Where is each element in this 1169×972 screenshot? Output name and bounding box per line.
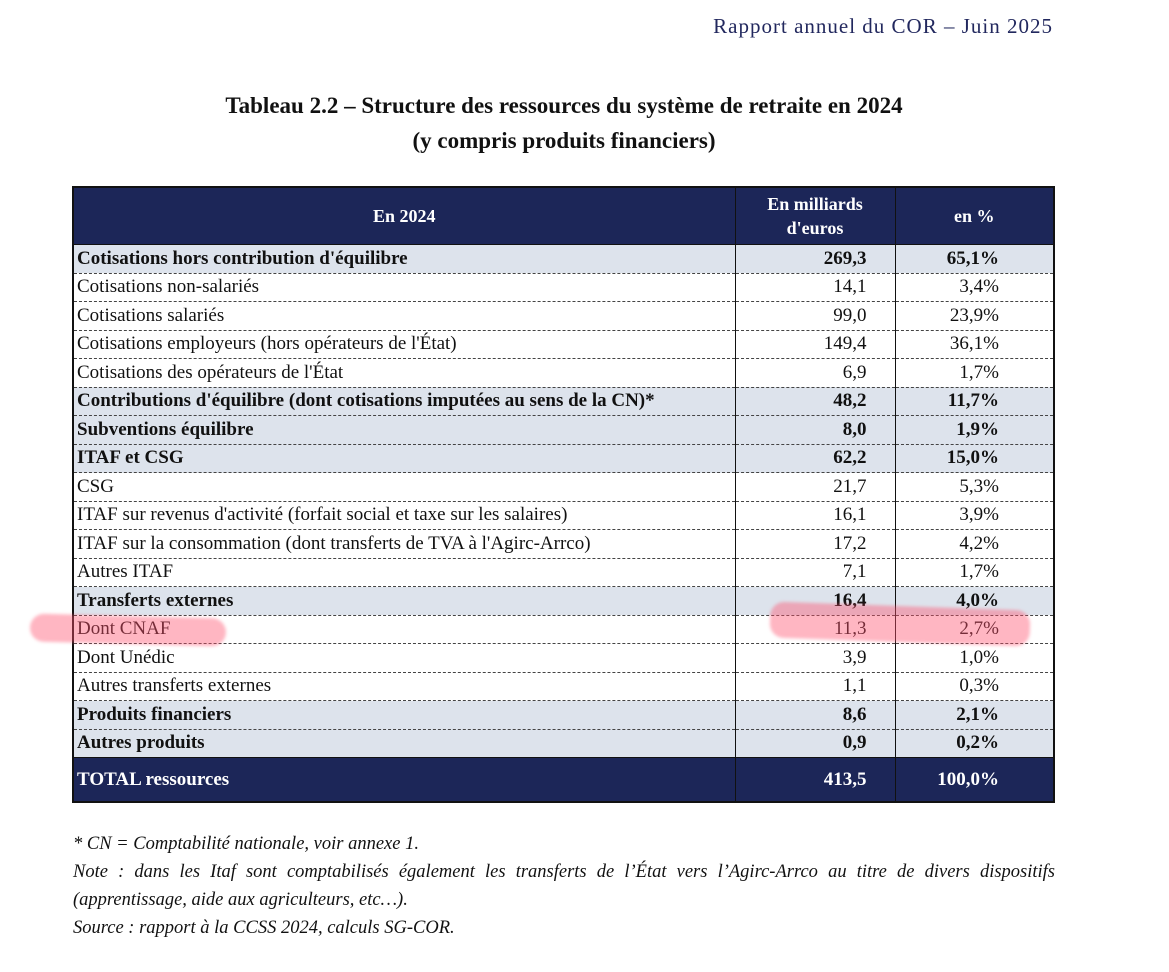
amount: 8,6 (734, 700, 896, 730)
table-row: Produits financiers 8,6 2,1% (72, 700, 1055, 730)
row-label: Produits financiers (72, 700, 736, 730)
row-label: Contributions d'équilibre (dont cotisati… (72, 387, 736, 416)
row-label: Autres produits (72, 729, 736, 758)
share: 65,1% (894, 244, 1055, 274)
column-header: En 2024 (72, 186, 736, 245)
row-label: CSG (72, 472, 736, 502)
amount: 21,7 (734, 472, 896, 502)
amount: 7,1 (734, 558, 896, 587)
amount: 48,2 (734, 387, 896, 416)
header-row: En 2024 En milliards d'euros en % (72, 186, 1055, 245)
row-label: Autres ITAF (72, 558, 736, 587)
row-label: Cotisations hors contribution d'équilibr… (72, 244, 736, 274)
table-row: Contributions d'équilibre (dont cotisati… (72, 387, 1055, 416)
table-row: ITAF sur revenus d'activité (forfait soc… (72, 501, 1055, 530)
amount: 3,9 (734, 643, 896, 673)
note: Note : dans les Itaf sont comptabilisés … (73, 862, 1055, 910)
amount: 16,1 (734, 501, 896, 530)
table-row: Cotisations employeurs (hors opérateurs … (72, 330, 1055, 359)
share: 15,0% (894, 444, 1055, 473)
row-label: Cotisations employeurs (hors opérateurs … (72, 330, 736, 359)
share: 2,1% (894, 700, 1055, 730)
row-label: Cotisations des opérateurs de l'État (72, 358, 736, 388)
table-row: Autres produits 0,9 0,2% (72, 729, 1055, 758)
amount: 16,4 (734, 586, 896, 616)
share: 3,4% (894, 273, 1055, 302)
footnote: * CN = Comptabilité nationale, voir anne… (73, 834, 419, 854)
row-label: Subventions équilibre (72, 415, 736, 445)
table-row: Cotisations des opérateurs de l'État 6,9 1… (72, 358, 1055, 388)
source: Source : rapport à la CCSS 2024, calculs… (73, 918, 455, 938)
amount: 413,5 (734, 757, 896, 802)
table-row: Cotisations non-salariés 14,1 3,4% (72, 273, 1055, 302)
row-label: Cotisations non-salariés (72, 273, 736, 302)
table-row: TOTAL ressources 413,5 100,0% (72, 757, 1055, 802)
column-header: en % (894, 186, 1055, 245)
share: 100,0% (894, 757, 1055, 802)
highlight-mark (29, 613, 227, 647)
row-label: Transferts externes (72, 586, 736, 616)
amount: 6,9 (734, 358, 896, 388)
share: 0,3% (894, 672, 1055, 701)
row-label: TOTAL ressources (72, 757, 736, 802)
table-row: CSG 21,7 5,3% (72, 472, 1055, 502)
amount: 1,1 (734, 672, 896, 701)
amount: 8,0 (734, 415, 896, 445)
amount: 17,2 (734, 529, 896, 559)
table-row: Subventions équilibre 8,0 1,9% (72, 415, 1055, 445)
share: 36,1% (894, 330, 1055, 359)
amount: 0,9 (734, 729, 896, 758)
share: 4,2% (894, 529, 1055, 559)
table-row: Dont Unédic 3,9 1,0% (72, 643, 1055, 673)
row-label: Dont Unédic (72, 643, 736, 673)
share: 1,7% (894, 358, 1055, 388)
share: 1,9% (894, 415, 1055, 445)
share: 1,7% (894, 558, 1055, 587)
amount: 14,1 (734, 273, 896, 302)
share: 3,9% (894, 501, 1055, 530)
amount: 11,3 (734, 615, 896, 644)
column-header: En milliards d'euros (734, 186, 896, 245)
table-subtitle: (y compris produits financiers) (412, 128, 716, 153)
table-row: Autres ITAF 7,1 1,7% (72, 558, 1055, 587)
table-body: Cotisations hors contribution d'équilibr… (72, 244, 1055, 802)
table-title: Tableau 2.2 – Structure des ressources d… (225, 93, 903, 118)
row-label: Cotisations salariés (72, 301, 736, 331)
share: 23,9% (894, 301, 1055, 331)
amount: 62,2 (734, 444, 896, 473)
table-row: Cotisations salariés 99,0 23,9% (72, 301, 1055, 331)
table-row: Dont CNAF 11,3 2,7% (72, 615, 1055, 644)
share: 1,0% (894, 643, 1055, 673)
share: 2,7% (894, 615, 1055, 644)
table-row: Autres transferts externes 1,1 0,3% (72, 672, 1055, 701)
row-label: ITAF sur revenus d'activité (forfait soc… (72, 501, 736, 530)
row-label: ITAF et CSG (72, 444, 736, 473)
table-row: Cotisations hors contribution d'équilibr… (72, 244, 1055, 274)
share: 4,0% (894, 586, 1055, 616)
table-row: ITAF sur la consommation (dont transfert… (72, 529, 1055, 559)
share: 11,7% (894, 387, 1055, 416)
row-label: Dont CNAF (72, 615, 736, 644)
amount: 149,4 (734, 330, 896, 359)
table-row: Transferts externes 16,4 4,0% (72, 586, 1055, 616)
amount: 269,3 (734, 244, 896, 274)
running-title: Rapport annuel du COR – Juin 2025 (713, 14, 1053, 38)
row-label: ITAF sur la consommation (dont transfert… (72, 529, 736, 559)
amount: 99,0 (734, 301, 896, 331)
share: 5,3% (894, 472, 1055, 502)
share: 0,2% (894, 729, 1055, 758)
resources-table: En 2024 En milliards d'euros en % Cotisa… (72, 186, 1055, 803)
table-row: ITAF et CSG 62,2 15,0% (72, 444, 1055, 473)
row-label: Autres transferts externes (72, 672, 736, 701)
